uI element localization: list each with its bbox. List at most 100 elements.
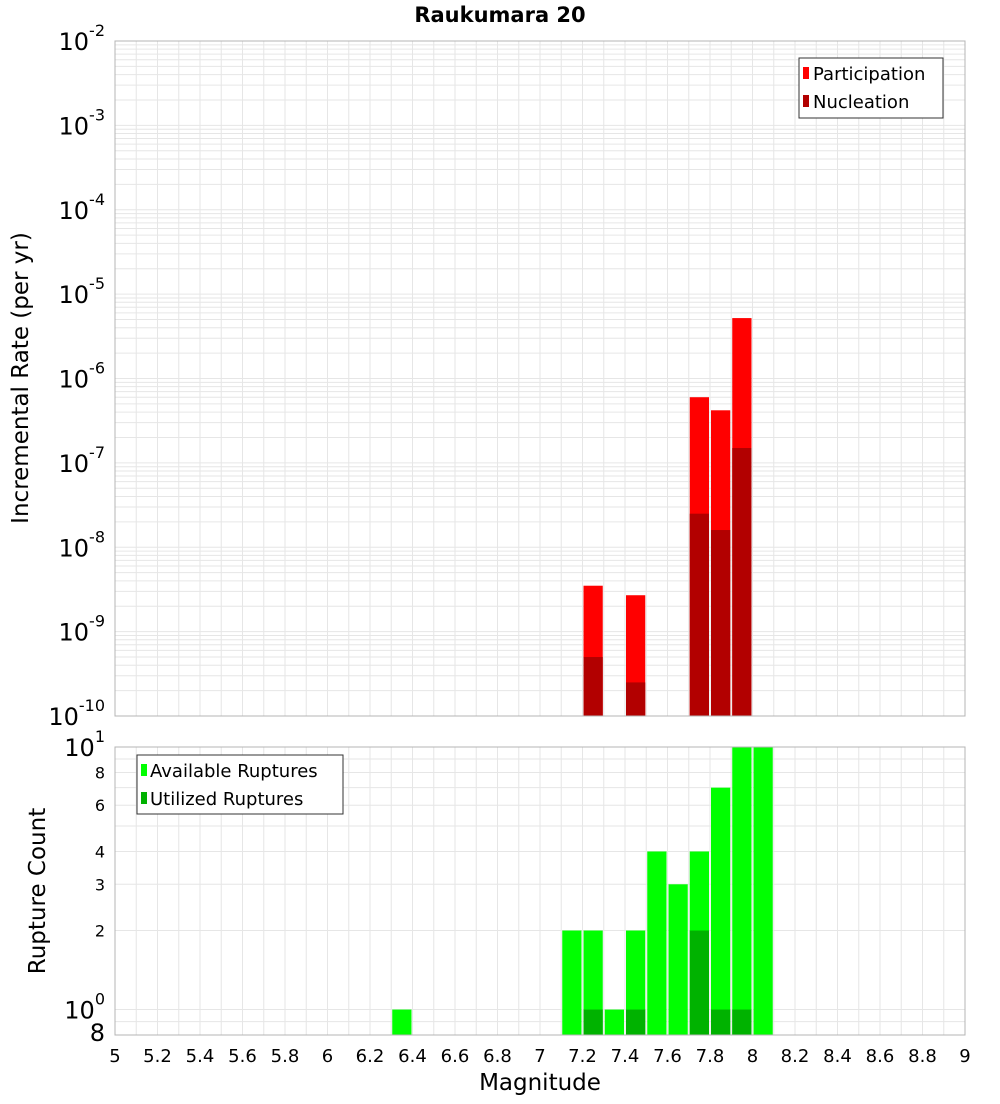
top-y-axis-label: Incremental Rate (per yr) bbox=[8, 232, 34, 524]
legend-utilized-swatch bbox=[141, 792, 147, 804]
bottom-legend-box bbox=[136, 754, 344, 815]
top-y-tick-exponent: -6 bbox=[89, 359, 105, 378]
bottom-y-tick-label: 3 bbox=[95, 875, 105, 894]
bottom-plot-frame bbox=[114, 746, 966, 1036]
x-tick-label: 5.6 bbox=[228, 1046, 257, 1067]
top-plot-frame bbox=[114, 40, 966, 717]
top-legend: Participation Nucleation bbox=[798, 57, 944, 119]
top-y-tick-exponent: -10 bbox=[79, 696, 105, 715]
x-tick-label: 7 bbox=[534, 1046, 545, 1067]
available-bar bbox=[711, 787, 731, 1035]
top-y-tick-exponent: -4 bbox=[89, 190, 105, 209]
chart-title: Raukumara 20 bbox=[414, 3, 585, 27]
nucleation-bar bbox=[732, 448, 752, 716]
x-tick-label: 6.6 bbox=[441, 1046, 470, 1067]
x-tick-label: 5.8 bbox=[271, 1046, 300, 1067]
legend-available-swatch bbox=[141, 764, 147, 776]
top-y-tick-text: 10-7 bbox=[59, 443, 106, 478]
top-y-tick-text: 10-3 bbox=[59, 105, 106, 140]
bottom-y-tick-label: 6 bbox=[95, 796, 105, 815]
utilized-bar bbox=[583, 1009, 603, 1035]
legend-nucleation-swatch bbox=[803, 95, 809, 107]
bottom-y-tick-text: 101 bbox=[64, 727, 105, 762]
x-tick-label: 5 bbox=[109, 1046, 120, 1067]
top-y-tick-text: 10-10 bbox=[48, 696, 105, 731]
bottom-y-tick-label: 4 bbox=[95, 842, 105, 861]
x-tick-label: 8.8 bbox=[908, 1046, 937, 1067]
available-bar bbox=[647, 851, 667, 1035]
bottom-legend: Available Ruptures Utilized Ruptures bbox=[136, 754, 344, 815]
x-tick-label: 8.6 bbox=[866, 1046, 895, 1067]
x-tick-label: 5.4 bbox=[186, 1046, 215, 1067]
bottom-y-tick-exponent: 1 bbox=[95, 727, 105, 746]
top-y-tick-text: 10-9 bbox=[59, 612, 106, 647]
bottom-bars bbox=[392, 747, 773, 1035]
bottom-y-tick-label: 2 bbox=[95, 922, 105, 941]
x-tick-label: 7.8 bbox=[696, 1046, 725, 1067]
available-bar bbox=[562, 930, 582, 1035]
nucleation-bar bbox=[711, 530, 731, 716]
top-y-tick-label: 10-9 bbox=[59, 612, 106, 647]
utilized-bar bbox=[732, 1009, 752, 1035]
x-tick-label: 8.4 bbox=[823, 1046, 852, 1067]
bottom-y-tick-text: 8 bbox=[95, 763, 105, 782]
bottom-y-axis-label: Rupture Count bbox=[25, 808, 51, 974]
top-legend-box bbox=[798, 57, 944, 119]
legend-participation-swatch bbox=[803, 67, 809, 79]
available-bar bbox=[604, 1009, 624, 1035]
top-y-tick-exponent: -3 bbox=[89, 105, 105, 124]
top-grid bbox=[114, 41, 966, 717]
bottom-y-tick-label: 8 bbox=[95, 763, 105, 782]
x-tick-label: 8.2 bbox=[781, 1046, 810, 1067]
x-tick-label: 6.4 bbox=[398, 1046, 427, 1067]
x-tick-label: 5.2 bbox=[143, 1046, 172, 1067]
top-y-tick-label: 10-7 bbox=[59, 443, 106, 478]
top-y-tick-label: 10-6 bbox=[59, 359, 106, 394]
available-bar bbox=[753, 747, 773, 1035]
x-tick-label: 6 bbox=[322, 1046, 333, 1067]
x-tick-labels: 5 5.2 5.4 5.6 5.8 6 6.2 6.4 6.6 6.8 7 7.2 7.4 7.6 7.8 8… bbox=[109, 1046, 970, 1067]
top-y-tick-label: 10-8 bbox=[59, 527, 106, 562]
x-tick-label: 7.6 bbox=[653, 1046, 682, 1067]
bottom-y-tick-label: 101 bbox=[64, 727, 105, 762]
top-y-tick-text: 10-5 bbox=[59, 274, 106, 309]
top-y-tick-text: 10-8 bbox=[59, 527, 106, 562]
legend-participation-label: Participation bbox=[813, 64, 925, 85]
top-y-tick-exponent: -9 bbox=[89, 612, 105, 631]
top-y-tick-labels: 10-10 10-9 10-8 10-7 10-6 10-5 10-4 10-3 10-2 bbox=[48, 21, 105, 731]
x-tick-label: 8 bbox=[747, 1046, 758, 1067]
legend-available-label: Available Ruptures bbox=[150, 761, 318, 782]
top-y-tick-text: 10-2 bbox=[59, 21, 106, 56]
top-y-tick-exponent: -8 bbox=[89, 527, 105, 546]
nucleation-bar bbox=[626, 682, 646, 716]
x-axis-label: Magnitude bbox=[479, 1070, 601, 1096]
bottom-y-tick-text: 6 bbox=[95, 796, 105, 815]
top-y-tick-label: 10-5 bbox=[59, 274, 106, 309]
x-tick-label: 7.2 bbox=[568, 1046, 597, 1067]
top-y-tick-label: 10-10 bbox=[48, 696, 105, 731]
top-bars bbox=[583, 318, 752, 716]
nucleation-bar bbox=[583, 657, 603, 716]
top-y-tick-exponent: -2 bbox=[89, 21, 105, 40]
available-bar bbox=[668, 884, 688, 1035]
top-y-tick-label: 10-4 bbox=[59, 190, 106, 225]
bottom-y-tick-text: 3 bbox=[95, 875, 105, 894]
utilized-bar bbox=[626, 1009, 646, 1035]
top-y-tick-exponent: -7 bbox=[89, 443, 105, 462]
available-bar bbox=[583, 930, 603, 1035]
x-tick-label: 9 bbox=[959, 1046, 970, 1067]
utilized-bar bbox=[689, 930, 709, 1035]
available-bar bbox=[732, 747, 752, 1035]
top-y-tick-text: 10-6 bbox=[59, 359, 106, 394]
top-y-tick-exponent: -5 bbox=[89, 274, 105, 293]
bottom-y-tick-exponent: 0 bbox=[95, 990, 105, 1009]
top-y-tick-text: 10-4 bbox=[59, 190, 106, 225]
nucleation-bar bbox=[689, 513, 709, 716]
utilized-bar bbox=[711, 1009, 731, 1035]
available-bar bbox=[392, 1009, 412, 1035]
legend-nucleation-label: Nucleation bbox=[813, 92, 909, 113]
bottom-y-tick-text: 8 bbox=[90, 1019, 105, 1047]
